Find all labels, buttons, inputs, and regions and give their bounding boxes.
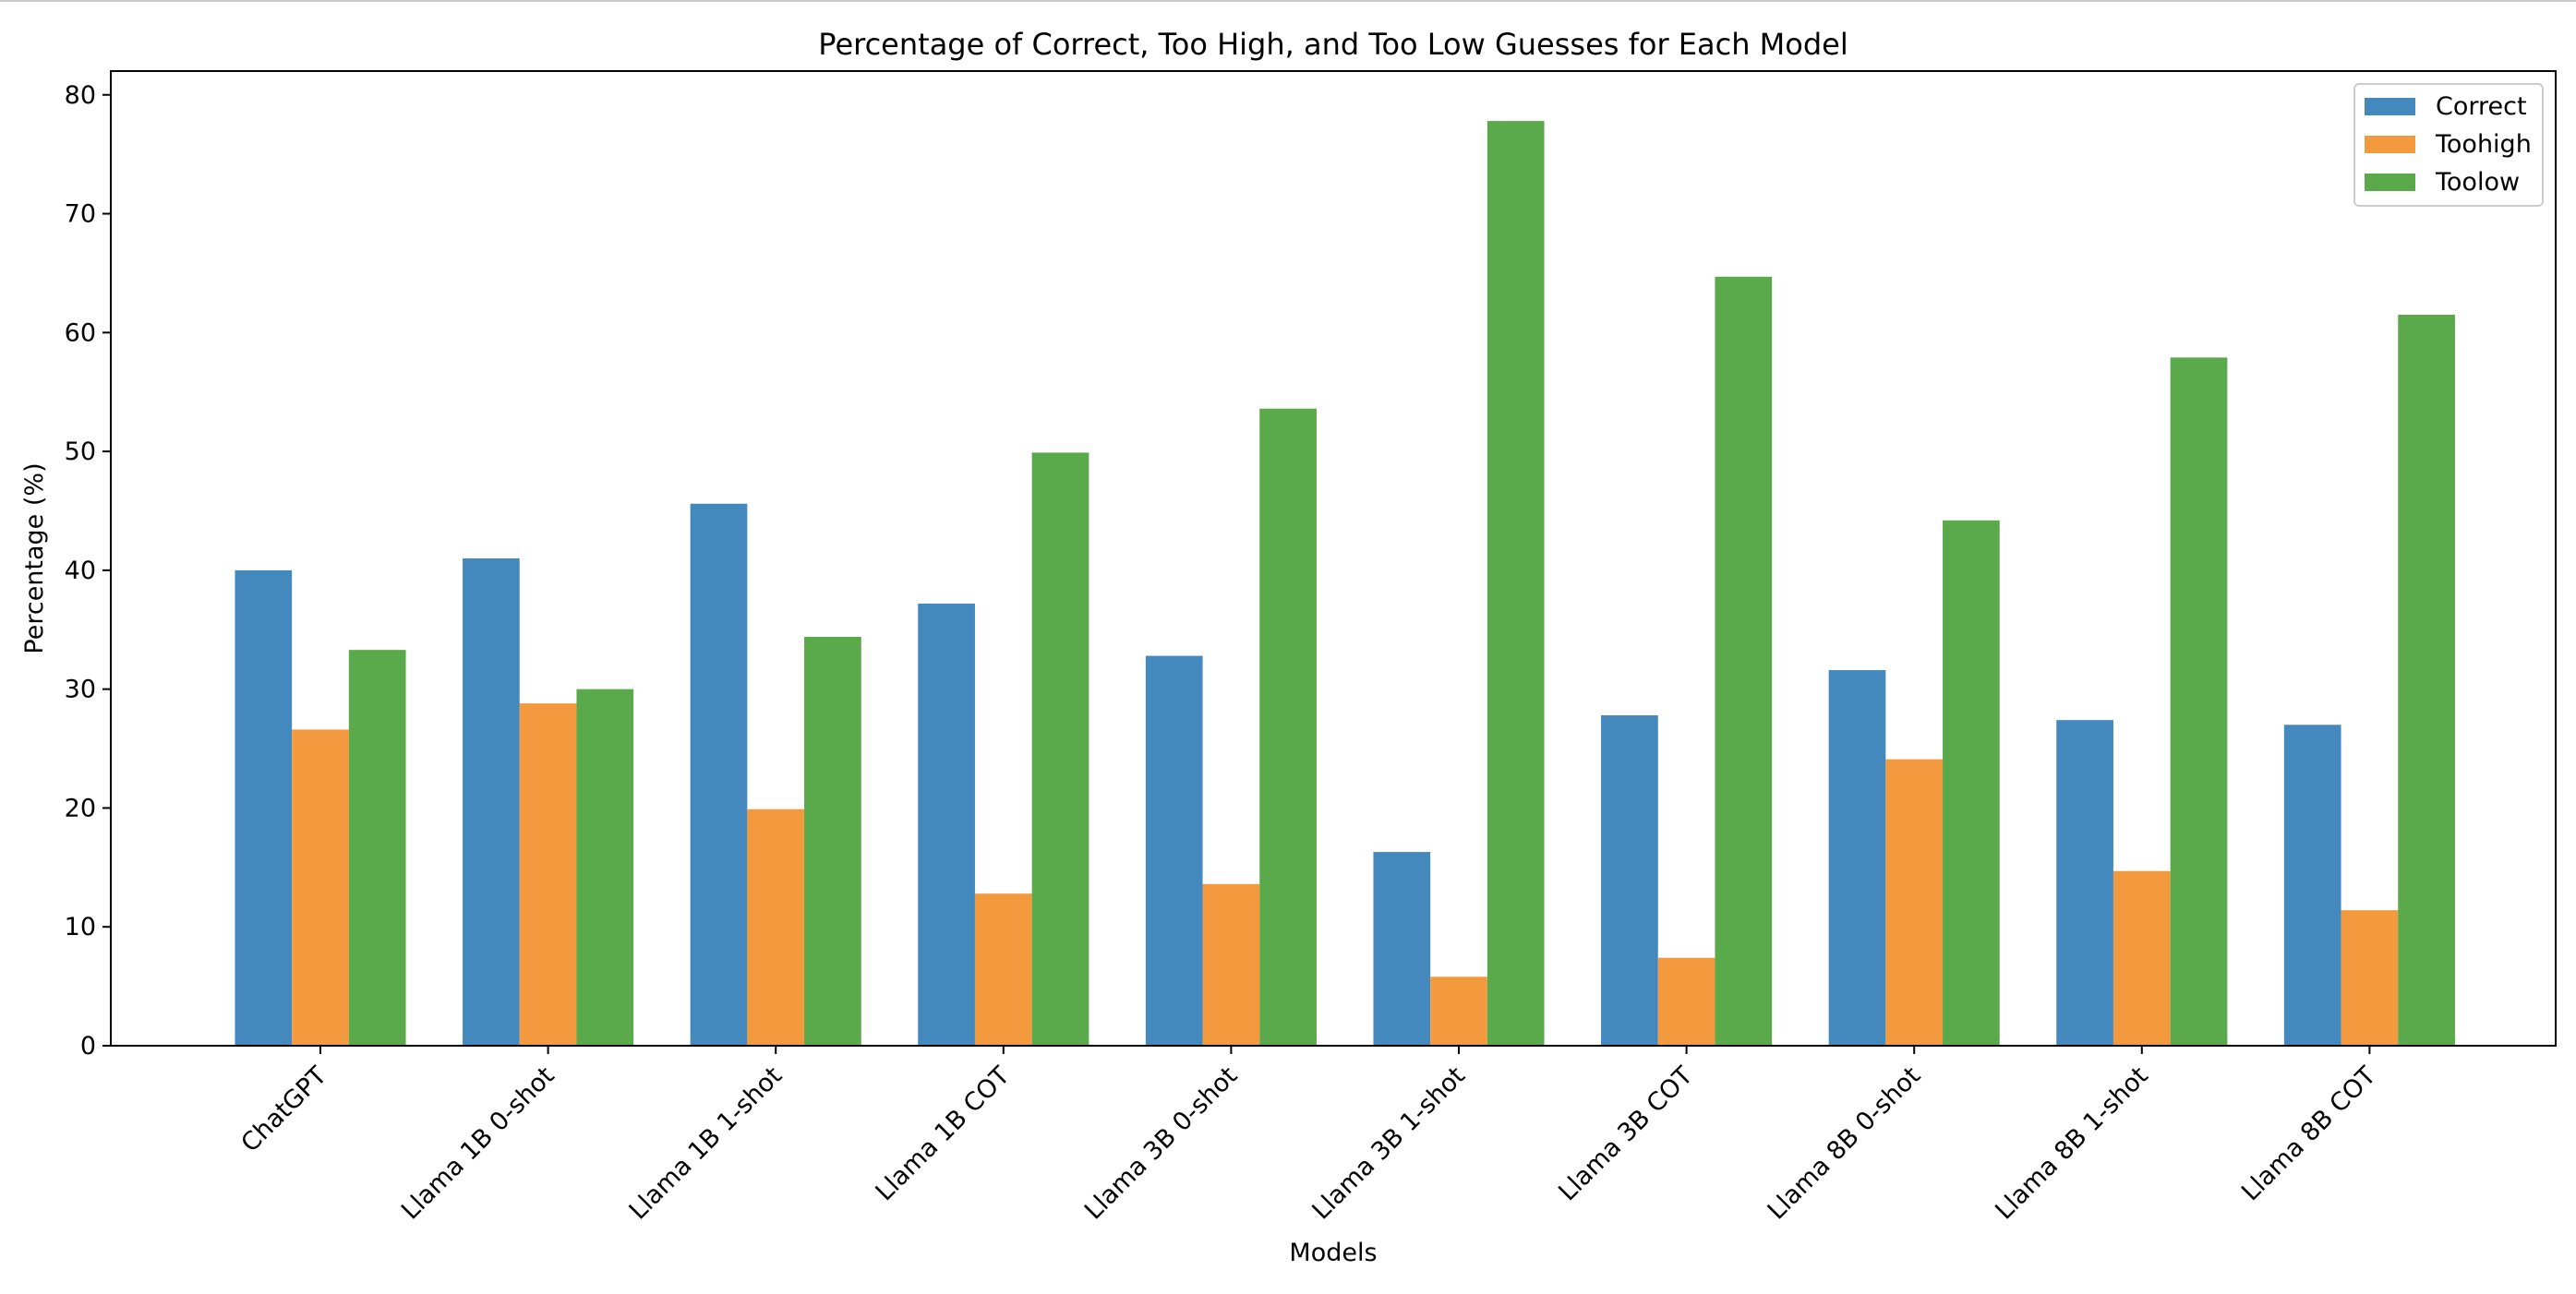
bar-correct-10 [2283,725,2341,1046]
legend-label-toohigh: Toohigh [2435,130,2532,159]
legend-swatch-toohigh [2365,136,2415,153]
bar-correct-6 [1373,852,1431,1046]
bar-toolow-6 [1487,121,1545,1047]
y-tick-label: 60 [65,318,96,347]
legend-label-correct: Correct [2436,92,2527,121]
bar-correct-4 [918,603,975,1046]
x-axis: ChatGPT Llama 1B 0-shot Llama 1B 1-shot Lla… [235,1046,2382,1226]
y-axis-title: Percentage (%) [20,462,49,653]
bar-toohigh-5 [1202,883,1260,1046]
bar-toohigh-4 [974,893,1032,1046]
bar-toohigh-6 [1430,976,1487,1046]
bar-correct-7 [1601,714,1658,1046]
y-tick-label: 40 [65,557,96,585]
bars-layer [235,121,2455,1047]
bar-toohigh-3 [747,809,805,1046]
bar-correct-9 [2056,720,2113,1046]
bar-toohigh-9 [2113,870,2171,1046]
x-tick-label: Llama 3B 0-shot [1079,1061,1243,1225]
y-tick-label: 80 [65,81,96,110]
y-tick-label: 70 [65,200,96,229]
x-tick-label: Llama 3B 1-shot [1306,1061,1470,1225]
x-tick-label: Llama 3B COT [1553,1061,1699,1207]
x-axis-title: Models [1289,1239,1377,1267]
x-tick-label: ChatGPT [235,1061,332,1158]
bar-toolow-1 [348,650,406,1046]
bar-correct-8 [1828,670,1886,1046]
bar-toolow-3 [804,636,861,1046]
x-tick-label: Llama 1B 1-shot [624,1061,788,1225]
bar-toolow-2 [576,689,634,1046]
y-tick-label: 10 [65,913,96,941]
y-tick-label: 50 [65,437,96,466]
x-tick-label: Llama 1B 0-shot [396,1061,560,1225]
chart-title: Percentage of Correct, Too High, and Too… [818,27,1848,62]
bar-toohigh-8 [1885,759,1944,1046]
bar-toolow-7 [1715,276,1773,1046]
x-tick-label: Llama 1B COT [870,1061,1016,1207]
x-tick-label: Llama 8B 1-shot [1990,1061,2153,1225]
bar-correct-2 [463,558,520,1046]
plot-frame [110,70,2557,1047]
y-tick-label: 20 [65,794,96,822]
x-tick-label: Llama 8B 0-shot [1763,1061,1926,1225]
bar-toohigh-7 [1657,957,1715,1046]
bar-toohigh-10 [2341,910,2399,1046]
y-tick-label: 0 [80,1032,96,1060]
bar-toohigh-2 [519,703,577,1046]
legend-swatch-correct [2365,98,2415,115]
y-axis: 0 10 20 30 40 50 60 70 80 [65,81,111,1060]
x-tick-label: Llama 8B COT [2236,1061,2382,1207]
y-tick-label: 30 [65,676,96,704]
legend-label-toolow: Toolow [2435,168,2520,197]
legend-swatch-toolow [2365,174,2415,191]
bar-toohigh-1 [292,729,349,1046]
bar-correct-5 [1145,655,1203,1046]
bar-correct-1 [235,569,293,1046]
legend: Correct Toohigh Toolow [2353,83,2544,207]
top-border [0,0,2576,2]
bar-toolow-9 [2170,357,2228,1046]
bar-toolow-10 [2398,315,2455,1046]
bar-toolow-5 [1259,408,1317,1046]
bar-correct-3 [690,503,748,1046]
bar-toolow-8 [1943,520,2000,1046]
bar-toolow-4 [1031,452,1089,1046]
